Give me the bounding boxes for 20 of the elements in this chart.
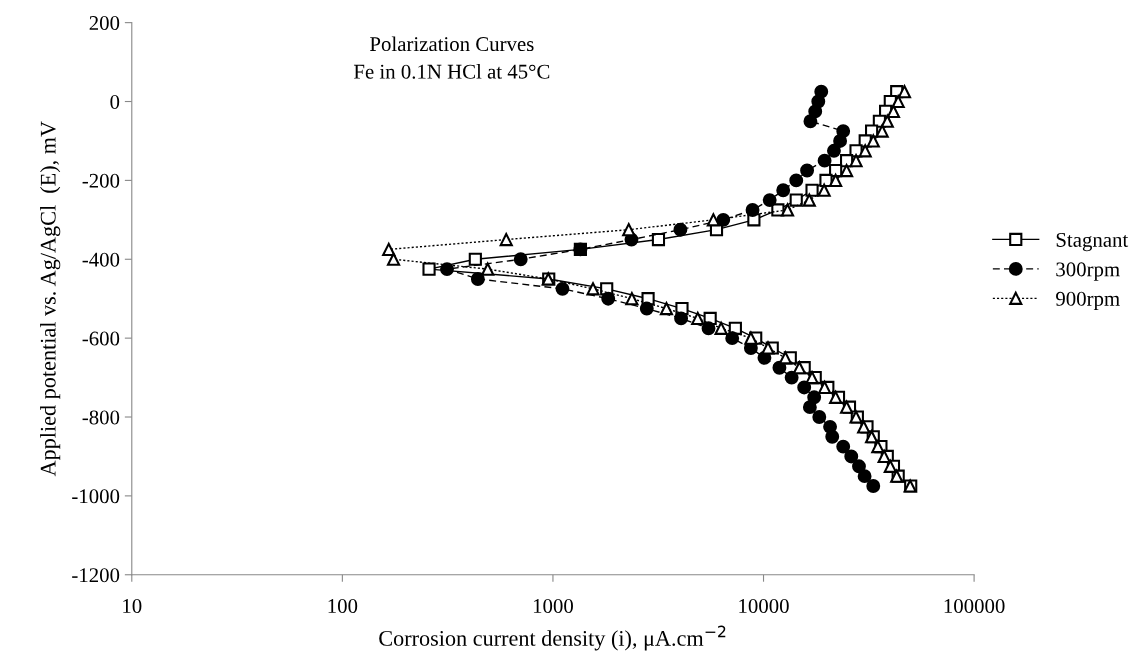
y-tick-label: -1200 <box>72 568 120 583</box>
legend-label: Stagnant <box>1056 232 1129 252</box>
y-tick-label: -200 <box>82 173 120 188</box>
x-tick-label: 100 <box>328 598 358 614</box>
y-axis-title: Applied potential vs. Ag/AgCl (E), mV <box>40 121 61 477</box>
legend-label: 300rpm <box>1056 262 1120 281</box>
y-tick-label: -1000 <box>72 489 120 504</box>
text: Fe in 0.1N HCl at 45°C <box>353 64 550 79</box>
text: Polarization Curves <box>370 36 534 52</box>
y-tick-label: 0 <box>110 94 120 109</box>
y-tick-label: -800 <box>82 410 120 425</box>
x-tick-label: 1000 <box>533 598 573 614</box>
y-tick-label: -600 <box>82 331 120 346</box>
legend-label: 900rpm <box>1056 291 1120 311</box>
x-tick-label: 10000 <box>739 598 789 614</box>
x-tick-label: 10 <box>123 598 142 614</box>
y-tick-label: 200 <box>89 16 120 31</box>
x-tick-label: 100000 <box>944 598 1005 614</box>
x-axis-title: Corrosion current density (i), μA.cm$^{−2}$ <box>379 625 726 651</box>
y-tick-label: -400 <box>82 252 120 267</box>
